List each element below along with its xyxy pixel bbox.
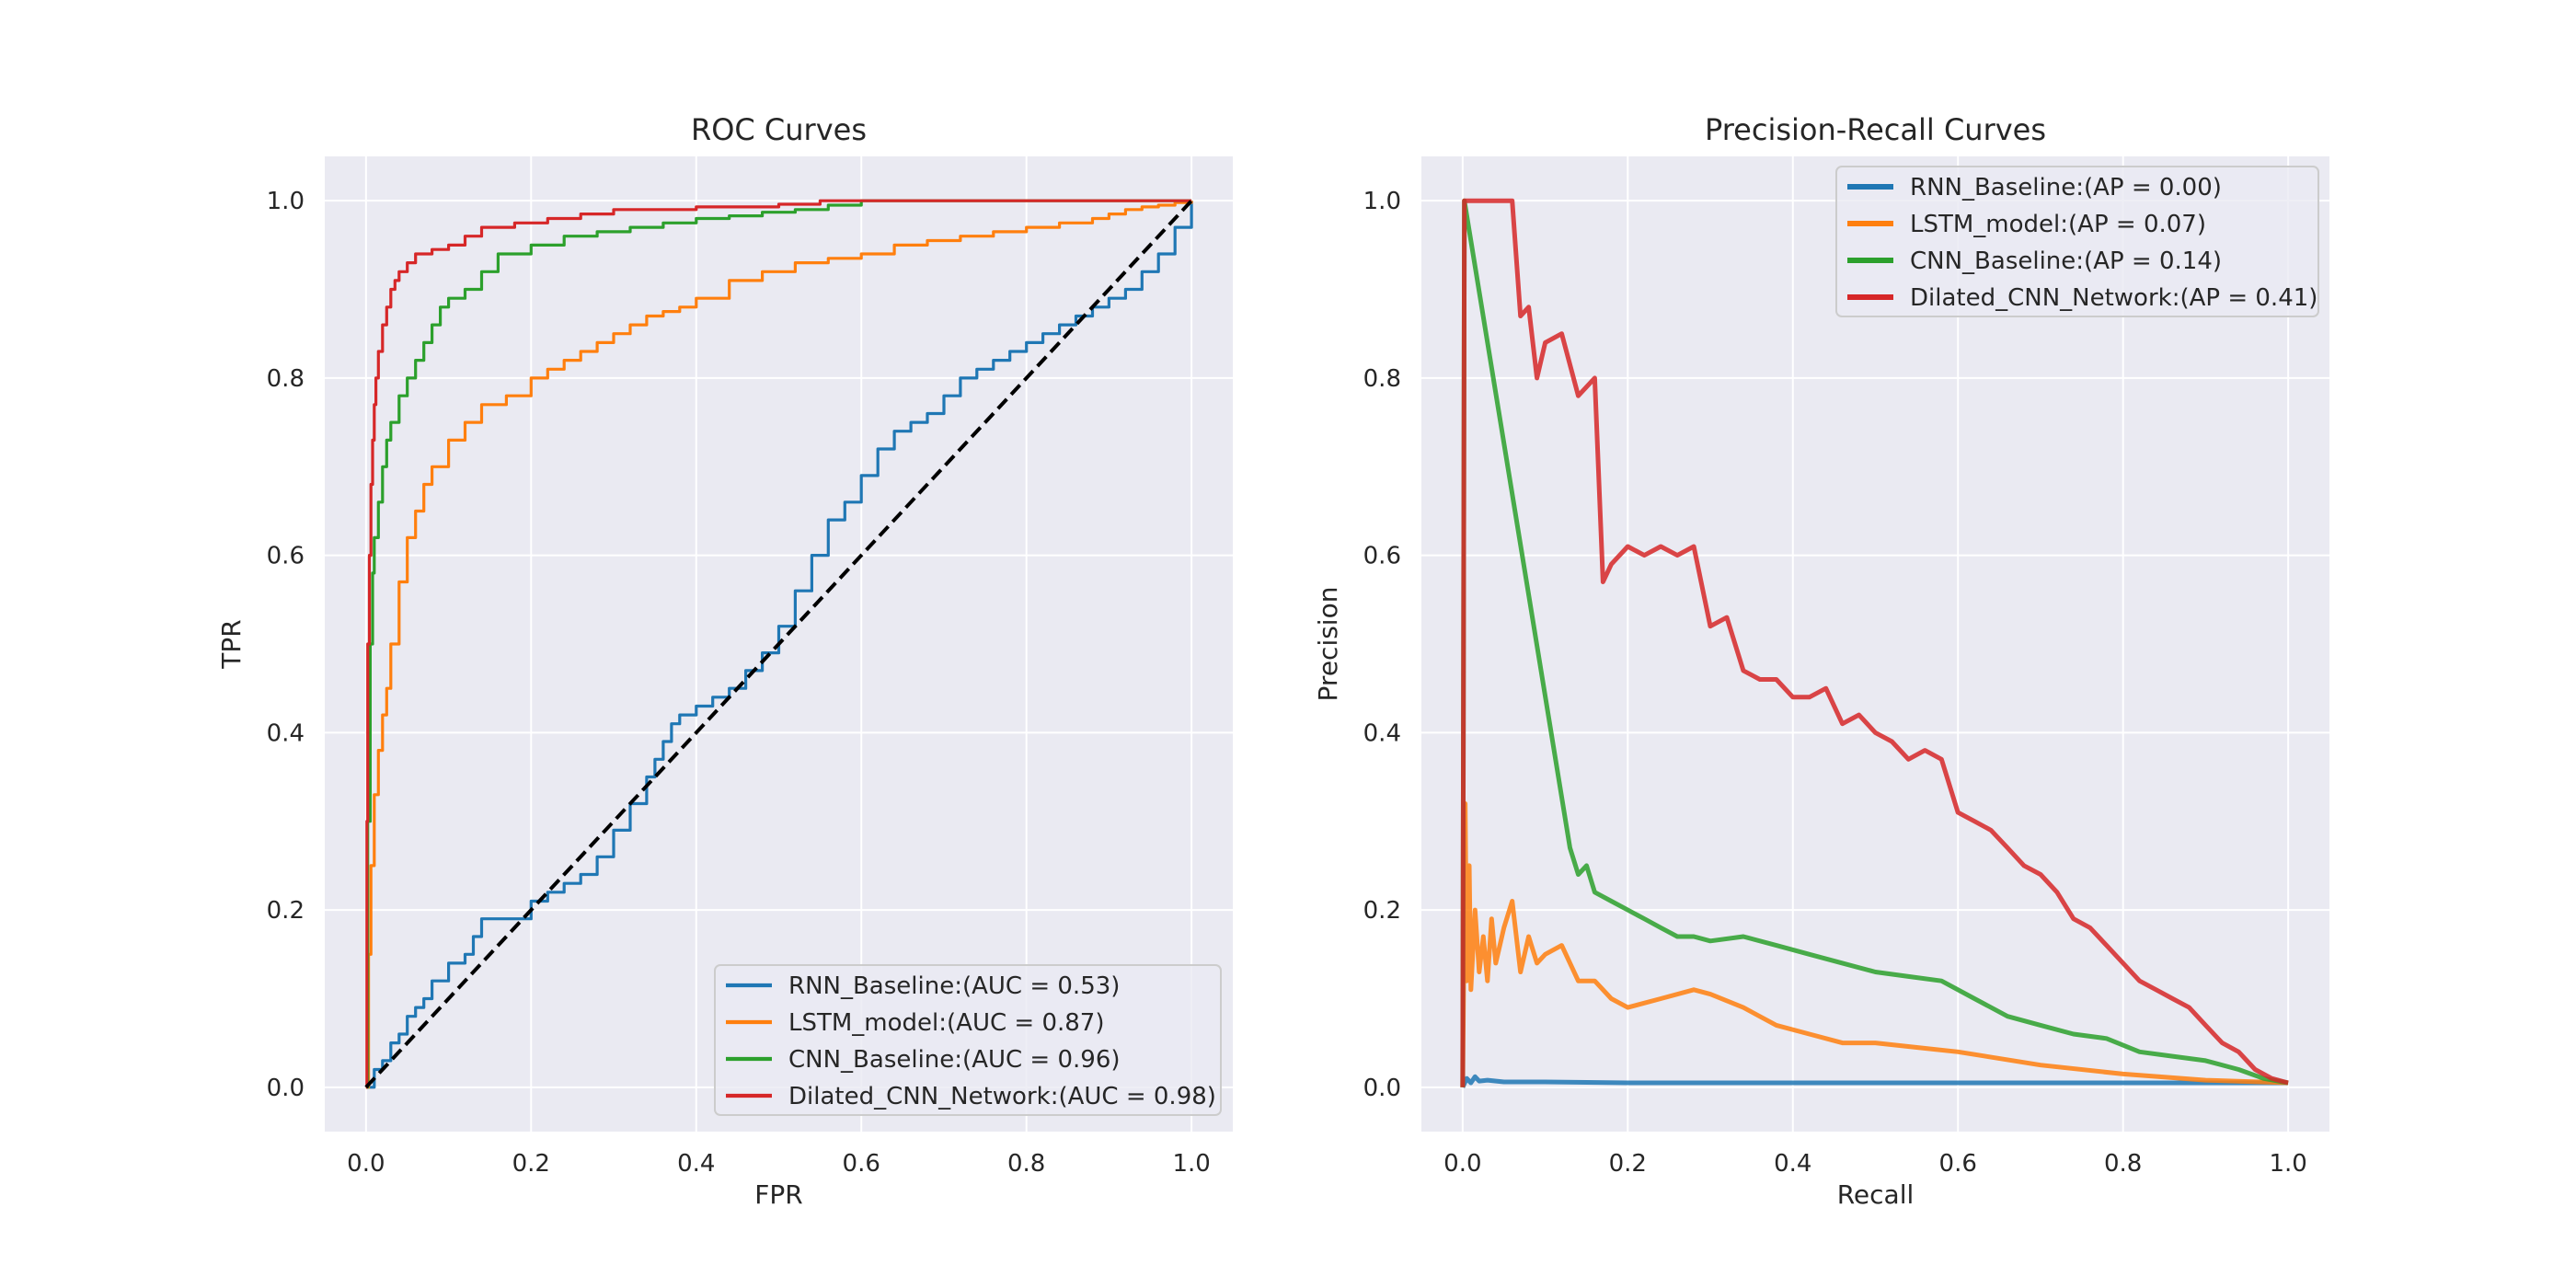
chart-title: ROC Curves [691,112,867,147]
y-tick-label: 0.8 [1363,365,1401,393]
legend: RNN_Baseline:(AUC = 0.53) LSTM_model:(AUC… [714,964,1222,1116]
x-tick-label: 0.2 [512,1150,550,1178]
y-tick-label: 1.0 [267,188,305,215]
x-tick-label: 0.8 [2104,1150,2142,1178]
series-line-1 [1460,801,2289,1087]
x-tick-label: 0.6 [843,1150,880,1178]
y-tick-label: 0.4 [267,719,305,747]
series-line-1 [365,201,1193,1089]
pr-panel: 0.0 0.2 0.4 0.6 0.8 1.0 0.0 0.2 0.4 0.6 0.8 1.0 Prec… [1313,112,2329,1210]
x-tick-label: 0.8 [1007,1150,1045,1178]
legend-label: LSTM_model:(AUC = 0.87) [788,1009,1104,1037]
legend-label: CNN_Baseline:(AUC = 0.96) [788,1046,1121,1074]
x-tick-label: 0.0 [347,1150,385,1178]
y-tick-label: 0.0 [1363,1075,1401,1102]
y-tick-label: 0.0 [267,1075,305,1102]
x-tick-label: 0.2 [1609,1150,1647,1178]
legend-label: RNN_Baseline:(AUC = 0.53) [788,972,1120,1000]
y-tick-label: 0.6 [1363,543,1401,570]
y-tick-label: 1.0 [1363,188,1401,215]
y-tick-label: 0.4 [1363,719,1401,747]
chart-title: Precision-Recall Curves [1705,112,2046,147]
y-tick-label: 0.2 [1363,897,1401,925]
legend-box [714,964,1222,1116]
x-tick-label: 1.0 [2269,1150,2306,1178]
x-axis-label: FPR [754,1179,802,1210]
y-axis-label: Precision [1313,587,1343,702]
x-axis-label: Recall [1837,1179,1915,1210]
legend-label: LSTM_model:(AP = 0.07) [1910,211,2206,238]
y-tick-label: 0.2 [267,897,305,925]
series-line-0 [1460,1074,2289,1088]
legend-box [1835,166,2319,317]
x-tick-label: 1.0 [1172,1150,1210,1178]
legend-label: Dilated_CNN_Network:(AP = 0.41) [1910,284,2317,312]
y-tick-label: 0.8 [267,365,305,393]
series-group [1460,198,2289,1088]
series-line-3 [365,199,1192,1089]
legend-label: RNN_Baseline:(AP = 0.00) [1910,174,2222,201]
x-tick-label: 0.6 [1939,1150,1977,1178]
legend-label: CNN_Baseline:(AP = 0.14) [1910,247,2222,275]
y-axis-label: TPR [216,619,247,669]
series-line-2 [365,199,1192,1089]
chance-line [364,199,1193,1089]
series-line-2 [1460,198,2289,1087]
legend: RNN_Baseline:(AP = 0.00) LSTM_model:(AP =… [1835,166,2319,317]
x-tick-label: 0.4 [677,1150,715,1178]
series-group [364,199,1193,1089]
roc-panel: 0.0 0.2 0.4 0.6 0.8 1.0 0.0 0.2 0.4 0.6 0.8 1.0 ROC … [216,112,1233,1210]
series-line-3 [1460,198,2289,1087]
x-tick-label: 0.0 [1443,1150,1481,1178]
y-tick-label: 0.6 [267,543,305,570]
x-tick-label: 0.4 [1774,1150,1811,1178]
legend-label: Dilated_CNN_Network:(AUC = 0.98) [788,1083,1216,1110]
